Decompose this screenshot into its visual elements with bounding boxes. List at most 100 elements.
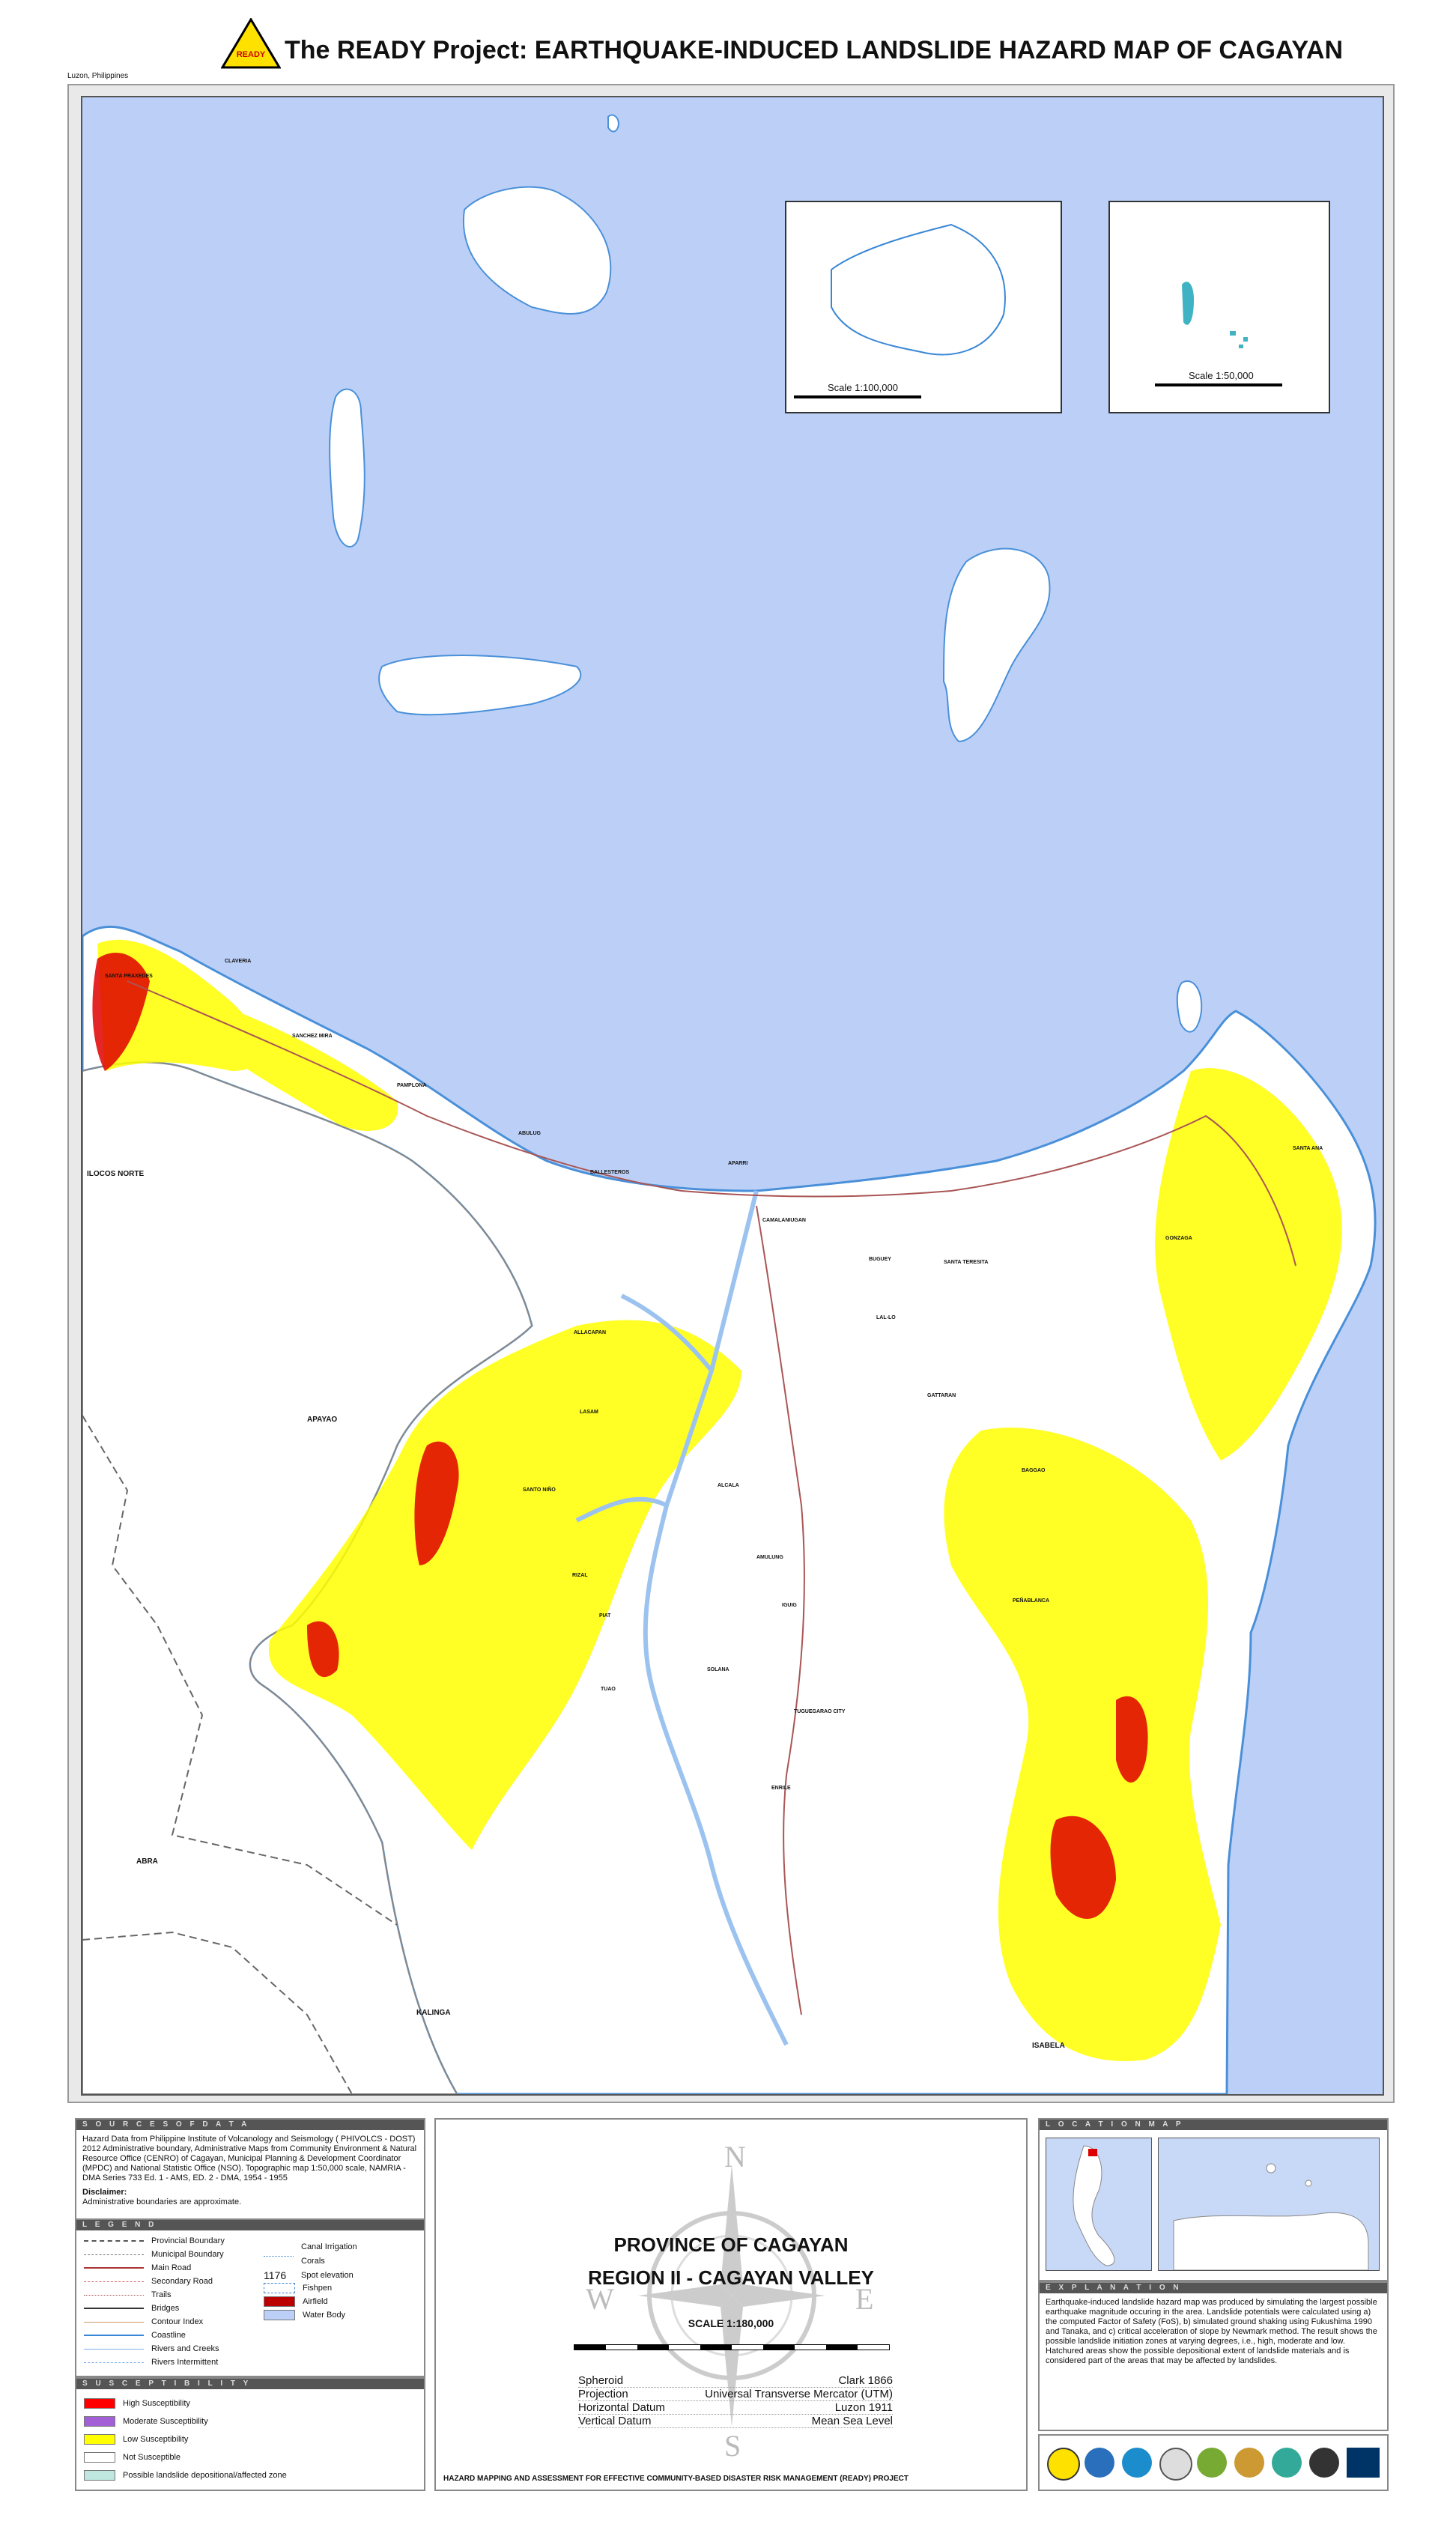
municipality-label: PAMPLONA	[397, 1083, 427, 1088]
susceptibility-row: Possible landslide depositional/affected…	[84, 2470, 287, 2481]
inset2-scale-bar	[1155, 383, 1282, 386]
region-label: KALINGA	[416, 2009, 451, 2017]
province-title: PROVINCE OF CAGAYAN	[613, 2233, 849, 2256]
projection-table: Spheroid Clark 1866 Projection Universal T…	[578, 2374, 893, 2428]
legend-label: Rivers and Creeks	[151, 2344, 219, 2353]
page-title: The READY Project: EARTHQUAKE-INDUCED LA…	[285, 36, 1344, 64]
philippines-locator-map[interactable]	[1046, 2138, 1152, 2271]
bridges-swatch	[84, 2308, 144, 2309]
inset1-scale-label: Scale 1:100,000	[828, 382, 898, 393]
rivers-creeks-swatch	[84, 2348, 144, 2350]
undp-icon	[1309, 2448, 1339, 2478]
compass-s: S	[724, 2429, 741, 2463]
compass-e: E	[855, 2282, 874, 2316]
region-locator-canvas	[1173, 2163, 1369, 2271]
mgb-icon	[1197, 2448, 1227, 2478]
legend-label: Secondary Road	[151, 2277, 213, 2286]
municipality-label: BAGGAO	[1022, 1468, 1046, 1473]
ocd-icon	[1159, 2448, 1192, 2481]
projection-label: Spheroid	[578, 2374, 624, 2387]
roads	[127, 980, 1296, 2015]
island-camiguin	[942, 547, 1051, 743]
municipality-label: SANTA ANA	[1293, 1146, 1323, 1151]
corals-swatch	[264, 2256, 294, 2266]
projection-value: Clark 1866	[838, 2374, 893, 2387]
inset-map-calayan-canvas	[831, 223, 1006, 356]
susceptibility-heading: S U S C E P T I B I L I T Y	[76, 2379, 424, 2389]
municipality-label: TUGUEGARAO CITY	[794, 1709, 846, 1714]
map-canvas	[82, 114, 1377, 2094]
region-locator-map[interactable]	[1158, 2138, 1380, 2271]
explanation-heading: E X P L A N A T I O N	[1040, 2283, 1387, 2293]
projection-value: Universal Transverse Mercator (UTM)	[705, 2388, 893, 2400]
municipality-label: GATTARAN	[927, 1393, 956, 1398]
legend-label: Water Body	[303, 2311, 346, 2320]
legend-row: Canal Irrigation	[264, 2242, 357, 2251]
island-fuga	[378, 655, 582, 716]
susceptibility-label: High Susceptibility	[123, 2399, 190, 2408]
legend-label: Trails	[151, 2290, 172, 2299]
disclaimer-text: Administrative boundaries are approximat…	[82, 2197, 242, 2206]
legend-row: Coastline	[84, 2331, 186, 2340]
island-calayan	[462, 186, 612, 315]
legend-label: Fishpen	[303, 2284, 333, 2293]
susceptibility-label: Moderate Susceptibility	[123, 2417, 208, 2426]
rivers	[575, 1190, 789, 2046]
projection-label: Vertical Datum	[578, 2415, 652, 2427]
location-map-heading: L O C A T I O N M A P	[1040, 2120, 1387, 2130]
municipality-label: SOLANA	[707, 1667, 729, 1672]
location-note: Luzon, Philippines	[67, 72, 129, 80]
susceptibility-row: Not Susceptible	[84, 2452, 181, 2463]
municipal-boundary-swatch	[84, 2254, 144, 2255]
legend-row: Main Road	[84, 2263, 191, 2272]
scale-label: SCALE 1:180,000	[688, 2317, 774, 2329]
projection-label: Horizontal Datum	[578, 2401, 665, 2414]
municipality-label: PEÑABLANCA	[1013, 1598, 1049, 1604]
legend-label: Spot elevation	[301, 2271, 354, 2280]
contour-index-swatch	[84, 2321, 144, 2323]
region-label: ABRA	[136, 1857, 158, 1866]
pagasa-icon	[1122, 2448, 1152, 2478]
municipality-label: TUAO	[601, 1687, 616, 1692]
hazard-map[interactable]: Scale 1:100,000 Scale 1:50,000 ILOCOS NO…	[81, 96, 1384, 2096]
projection-row: Spheroid Clark 1866	[578, 2374, 893, 2388]
main-road-swatch	[84, 2267, 144, 2269]
legend-row: Municipal Boundary	[84, 2250, 224, 2259]
logo-text: READY	[237, 50, 266, 59]
secondary-road-swatch	[84, 2281, 144, 2282]
legend-row: Rivers Intermittent	[84, 2358, 218, 2367]
municipality-label: LAL-LO	[876, 1315, 896, 1320]
legend-row: Provincial Boundary	[84, 2236, 225, 2245]
projection-row: Vertical Datum Mean Sea Level	[578, 2415, 893, 2428]
municipality-label: IGUIG	[782, 1603, 797, 1608]
explanation-text: Earthquake-induced landslide hazard map …	[1046, 2298, 1377, 2365]
legend-label: Airfield	[303, 2297, 328, 2306]
airfield-swatch	[264, 2296, 295, 2307]
municipality-label: RIZAL	[572, 1573, 588, 1578]
region-label: ISABELA	[1032, 2042, 1065, 2050]
municipality-label: APARRI	[728, 1161, 748, 1166]
neighbor-provinces	[82, 1061, 533, 2094]
location-map-panel: L O C A T I O N M A P	[1038, 2118, 1389, 2281]
legend-label: Bridges	[151, 2304, 180, 2313]
compass-w: W	[586, 2282, 614, 2316]
high-susceptibility-swatch	[84, 2398, 115, 2409]
legend-label: Rivers Intermittent	[151, 2358, 219, 2367]
municipality-label: CLAVERIA	[225, 959, 252, 964]
susceptibility-panel: S U S C E P T I B I L I T Y High Suscept…	[75, 2377, 425, 2491]
municipality-label: GONZAGA	[1165, 1236, 1192, 1241]
inset-map-babuyan[interactable]: Scale 1:50,000	[1108, 201, 1330, 413]
legend-label: Contour Index	[151, 2317, 204, 2326]
inset-map-calayan[interactable]: Scale 1:100,000	[785, 201, 1062, 413]
projection-row: Horizontal Datum Luzon 1911	[578, 2401, 893, 2415]
sources-panel: S O U R C E S O F D A T A Hazard Data fr…	[75, 2118, 425, 2220]
region-title: REGION II - CAGAYAN VALLEY	[588, 2266, 874, 2289]
legend-label: Municipal Boundary	[151, 2250, 224, 2259]
municipality-label: SANCHEZ MIRA	[292, 1034, 333, 1039]
map-header: READY The READY Project: EARTHQUAKE-INDU…	[0, 0, 1456, 80]
philippines-locator-canvas	[1073, 2145, 1115, 2266]
legend-row: Secondary Road	[84, 2277, 213, 2286]
phivolcs-icon	[1085, 2448, 1114, 2478]
municipality-label: ALLACAPAN	[574, 1330, 607, 1335]
island-dalupiri	[329, 388, 365, 547]
